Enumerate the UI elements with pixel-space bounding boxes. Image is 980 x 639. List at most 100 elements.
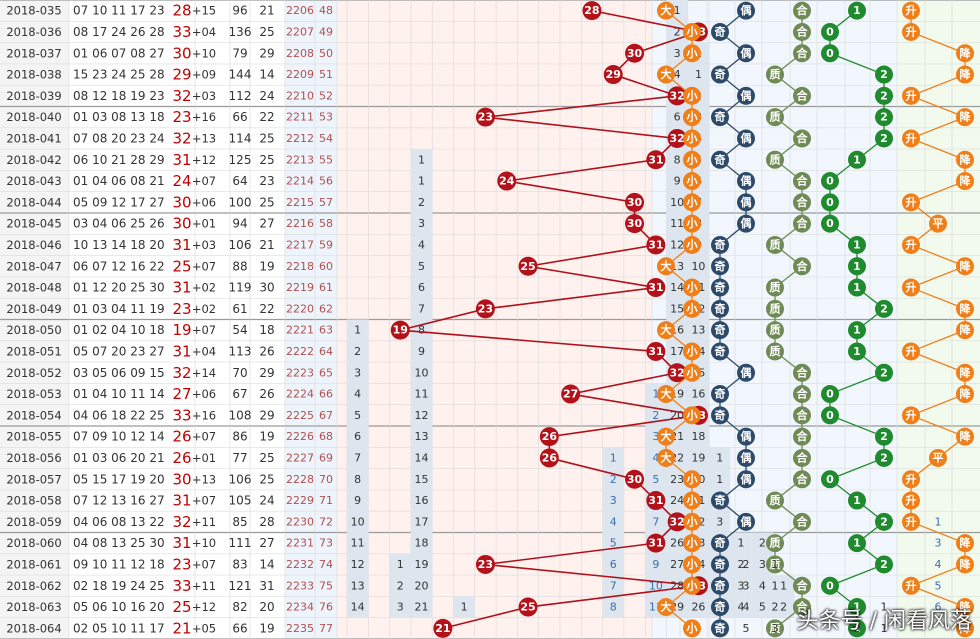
red-ball-label: 26 <box>542 451 558 464</box>
red-ball-label: 32 <box>669 132 684 145</box>
remainder-ball <box>821 22 839 41</box>
parity-ball-label: 奇 <box>715 301 726 315</box>
omission-cell-bg <box>410 489 433 512</box>
trend-ball-label: 升 <box>906 88 917 102</box>
trend-ball <box>956 619 974 638</box>
span-value: 24 <box>259 494 274 508</box>
draw-numbers: 09 10 11 12 18 <box>73 557 165 571</box>
sum-value: 96 <box>232 4 247 18</box>
parity-ball <box>711 65 729 84</box>
omission-cell-bg <box>730 596 752 618</box>
omission-value: 2 <box>759 537 766 550</box>
omission-cell-bg <box>347 319 369 341</box>
omission-cell-bg <box>410 596 433 618</box>
omission-cell-bg <box>410 170 433 192</box>
size-ball <box>657 385 675 404</box>
red-delta-text: +10 <box>192 536 216 550</box>
remainder-ball <box>875 108 893 127</box>
omission-value: 17 <box>670 345 684 358</box>
cycle-a: 2223 <box>286 366 314 379</box>
draw-numbers: 07 09 10 12 14 <box>73 430 165 444</box>
prime-ball <box>793 257 811 276</box>
omission-cell-bg <box>410 234 433 256</box>
remainder-ball <box>848 321 866 340</box>
period-label: 2018-060 <box>6 536 61 550</box>
red-ball-label: 23 <box>478 558 493 571</box>
trend-ball <box>956 427 974 446</box>
omission-value: 5 <box>418 260 425 273</box>
red-ball-label: 19 <box>393 324 408 337</box>
size-ball <box>683 150 701 169</box>
size-ball-label: 小 <box>686 152 698 166</box>
parity-ball <box>711 342 729 361</box>
remainder-ball-label: 2 <box>880 111 888 124</box>
red-ball-label: 31 <box>648 345 663 358</box>
trend-ball-label: 降 <box>960 67 972 81</box>
trend-ball-label: 升 <box>906 237 917 251</box>
omission-value: 13 <box>691 324 705 337</box>
prime-ball-label: 质 <box>770 344 781 358</box>
remainder-ball-label: 0 <box>826 388 834 401</box>
omission-value: 1 <box>354 324 361 337</box>
red-ball <box>667 86 687 106</box>
span-value: 27 <box>259 536 274 550</box>
prime-ball <box>793 214 811 233</box>
cycle-a: 2232 <box>286 558 314 571</box>
omission-cell-bg <box>347 553 369 576</box>
span-value: 25 <box>259 195 274 209</box>
prime-ball <box>766 278 784 297</box>
period-label: 2018-040 <box>6 110 61 124</box>
omission-value: 1 <box>652 388 659 401</box>
trend-ball <box>902 22 920 41</box>
remainder-ball <box>875 299 893 318</box>
red-ball <box>603 65 623 85</box>
parity-ball-label: 偶 <box>741 195 752 209</box>
remainder-ball <box>875 65 893 84</box>
parity-count: 1 <box>772 558 779 571</box>
omission-value: 2 <box>354 345 361 358</box>
parity-ball <box>711 257 729 276</box>
size-ball-label: 小 <box>686 174 698 188</box>
omission-cell-bg <box>666 575 688 597</box>
red-number-text: 31 <box>172 534 191 552</box>
red-delta-text: +14 <box>192 366 216 380</box>
omission-cell-bg <box>687 596 710 618</box>
remainder-ball <box>821 193 839 212</box>
prime-ball-label: 质 <box>770 621 781 635</box>
red-ball <box>667 512 687 532</box>
sum-value: 111 <box>229 536 252 550</box>
omission-value: 3 <box>418 217 425 230</box>
cycle-a: 2208 <box>286 47 314 60</box>
omission-value: 4 <box>354 388 361 401</box>
remainder-ball <box>848 598 866 617</box>
sum-value: 83 <box>232 557 247 571</box>
span-value: 18 <box>259 323 274 337</box>
trend-ball-label: 降 <box>960 110 972 124</box>
omission-value: 1 <box>610 451 617 464</box>
draw-numbers: 03 04 06 25 26 <box>73 217 165 231</box>
size-ball <box>683 299 701 318</box>
omission-cell-bg <box>410 276 433 299</box>
prime-ball-label: 合 <box>797 408 809 422</box>
trend-count: 4 <box>935 558 942 571</box>
omission-value: 5 <box>354 409 361 422</box>
prime-ball-label: 合 <box>797 174 809 188</box>
draw-numbers: 01 02 04 10 18 <box>73 323 165 337</box>
omission-value: 7 <box>652 515 659 528</box>
omission-value: 1 <box>716 473 723 486</box>
red-delta-text: +03 <box>192 238 216 252</box>
size-ball-label: 小 <box>686 536 698 550</box>
span-value: 25 <box>259 153 274 167</box>
cycle-b: 71 <box>319 494 333 507</box>
period-label: 2018-045 <box>6 217 61 231</box>
period-label: 2018-044 <box>6 195 61 209</box>
cycle-b: 53 <box>319 111 333 124</box>
omission-cell-bg <box>666 42 688 64</box>
red-ball-label: 24 <box>499 175 515 188</box>
red-ball-label: 31 <box>648 281 663 294</box>
parity-ball <box>737 363 755 382</box>
parity-ball <box>737 129 755 148</box>
red-delta-text: +07 <box>192 259 216 273</box>
remainder-ball <box>848 619 866 638</box>
prime-ball-label: 合 <box>797 216 809 230</box>
